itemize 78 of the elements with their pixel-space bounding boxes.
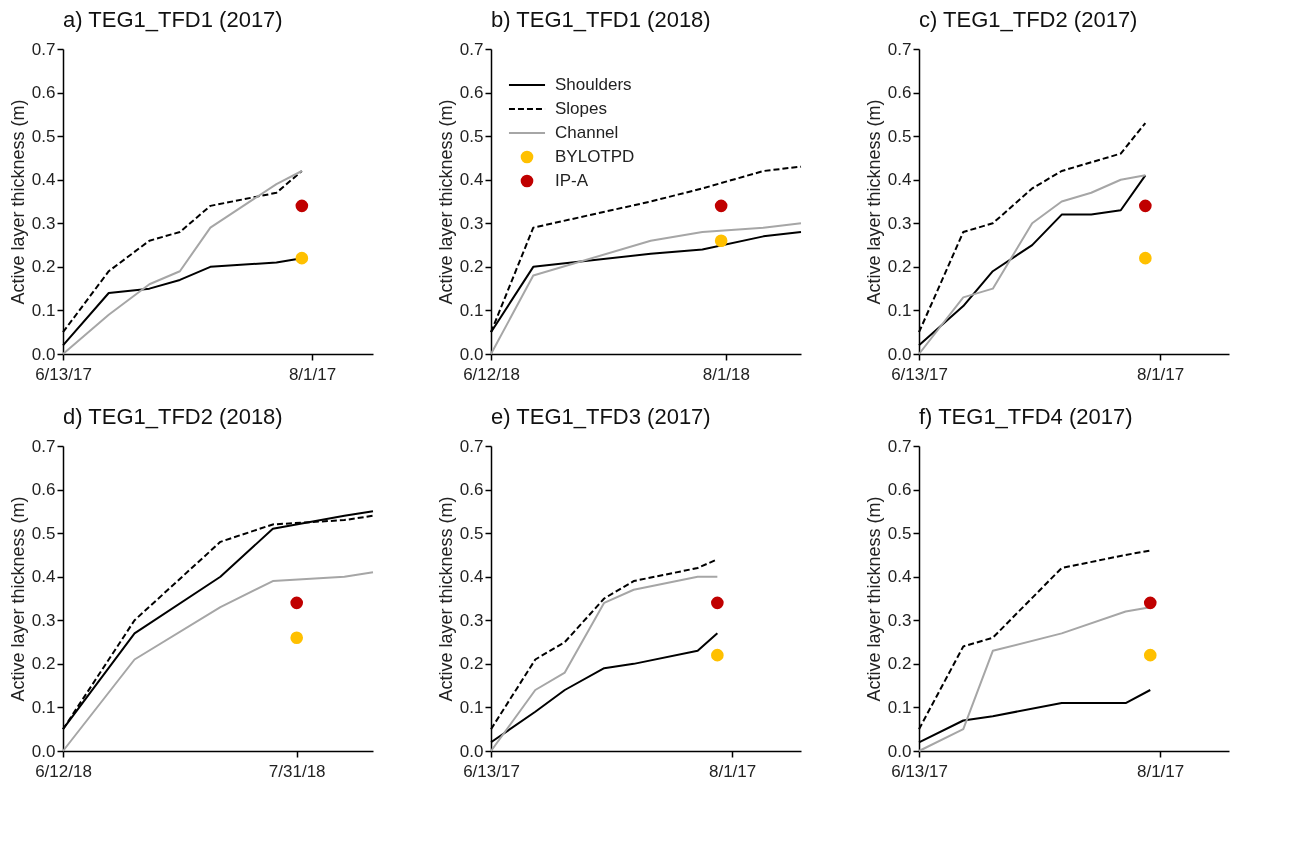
y-tick-label: 0.3 [31, 610, 56, 630]
y-tick-label: 0.3 [459, 213, 484, 233]
chart-title: c) TEG1_TFD2 (2017) [919, 7, 1138, 32]
x-tick-label: 6/13/17 [463, 761, 520, 781]
x-tick-label: 7/31/18 [268, 761, 326, 781]
y-tick-label: 0.7 [887, 436, 912, 456]
y-tick-label: 0.5 [887, 126, 912, 146]
y-axis-title: Active layer thickness (m) [7, 99, 28, 305]
y-tick-label: 0.2 [459, 257, 484, 277]
y-tick-label: 0.4 [459, 170, 484, 190]
x-tick-label: 6/12/18 [463, 364, 520, 384]
chart-title: b) TEG1_TFD1 (2018) [491, 7, 711, 32]
x-tick-label: 8/1/17 [708, 761, 757, 781]
y-tick-label: 0.0 [887, 741, 912, 761]
y-tick-label: 0.6 [887, 480, 912, 500]
legend-label: IP-A [555, 171, 589, 190]
y-tick-label: 0.1 [887, 300, 912, 320]
y-axis-title: Active layer thickness (m) [7, 496, 28, 702]
y-tick-label: 0.4 [31, 567, 56, 587]
x-tick-label: 8/1/17 [1136, 761, 1185, 781]
y-tick-label: 0.5 [459, 126, 484, 146]
x-tick-label: 8/1/17 [1136, 364, 1185, 384]
x-tick-label: 6/13/17 [891, 364, 948, 384]
y-tick-label: 0.0 [31, 741, 56, 761]
x-tick-label: 8/1/17 [288, 364, 337, 384]
y-axis-title: Active layer thickness (m) [863, 99, 884, 305]
y-tick-label: 0.0 [887, 344, 912, 364]
legend-label: Channel [555, 123, 619, 142]
y-tick-label: 0.5 [459, 523, 484, 543]
y-tick-label: 0.7 [459, 39, 484, 59]
y-axis-title: Active layer thickness (m) [435, 99, 456, 305]
y-tick-label: 0.6 [459, 83, 484, 103]
y-tick-label: 0.4 [887, 567, 912, 587]
y-tick-label: 0.1 [31, 300, 56, 320]
y-tick-label: 0.1 [459, 300, 484, 320]
y-tick-label: 0.7 [31, 39, 56, 59]
y-tick-label: 0.0 [459, 344, 484, 364]
y-tick-label: 0.3 [31, 213, 56, 233]
y-tick-label: 0.4 [31, 170, 56, 190]
chart-title: f) TEG1_TFD4 (2017) [919, 404, 1133, 429]
y-tick-label: 0.4 [459, 567, 484, 587]
y-tick-label: 0.5 [887, 523, 912, 543]
y-tick-label: 0.3 [887, 610, 912, 630]
legend-label: Slopes [555, 99, 607, 118]
y-tick-label: 0.2 [31, 257, 56, 277]
y-tick-label: 0.7 [459, 436, 484, 456]
y-tick-label: 0.0 [31, 344, 56, 364]
y-tick-label: 0.5 [31, 126, 56, 146]
y-tick-label: 0.6 [31, 480, 56, 500]
y-tick-label: 0.3 [887, 213, 912, 233]
y-tick-label: 0.5 [31, 523, 56, 543]
chart-title: a) TEG1_TFD1 (2017) [63, 7, 283, 32]
line-series [490, 575, 719, 752]
y-tick-label: 0.2 [887, 654, 912, 674]
x-tick-label: 6/13/17 [891, 761, 948, 781]
y-tick-label: 0.7 [31, 436, 56, 456]
y-tick-label: 0.1 [887, 697, 912, 717]
y-tick-label: 0.2 [31, 654, 56, 674]
legend-label: BYLOTPD [555, 147, 635, 166]
chart-title: e) TEG1_TFD3 (2017) [491, 404, 711, 429]
y-tick-label: 0.6 [887, 83, 912, 103]
y-axis-title: Active layer thickness (m) [863, 496, 884, 702]
y-tick-label: 0.1 [459, 697, 484, 717]
y-tick-label: 0.7 [887, 39, 912, 59]
y-axis-title: Active layer thickness (m) [435, 496, 456, 702]
y-tick-label: 0.1 [31, 697, 56, 717]
y-tick-label: 0.2 [887, 257, 912, 277]
y-tick-label: 0.0 [459, 741, 484, 761]
y-tick-label: 0.6 [31, 83, 56, 103]
y-tick-label: 0.4 [887, 170, 912, 190]
y-tick-label: 0.3 [459, 610, 484, 630]
x-tick-label: 6/12/18 [35, 761, 92, 781]
legend-label: Shoulders [555, 75, 632, 94]
x-tick-label: 8/1/18 [702, 364, 750, 384]
y-tick-label: 0.6 [459, 480, 484, 500]
x-tick-label: 6/13/17 [35, 364, 92, 384]
chart-title: d) TEG1_TFD2 (2018) [63, 404, 283, 429]
y-tick-label: 0.2 [459, 654, 484, 674]
